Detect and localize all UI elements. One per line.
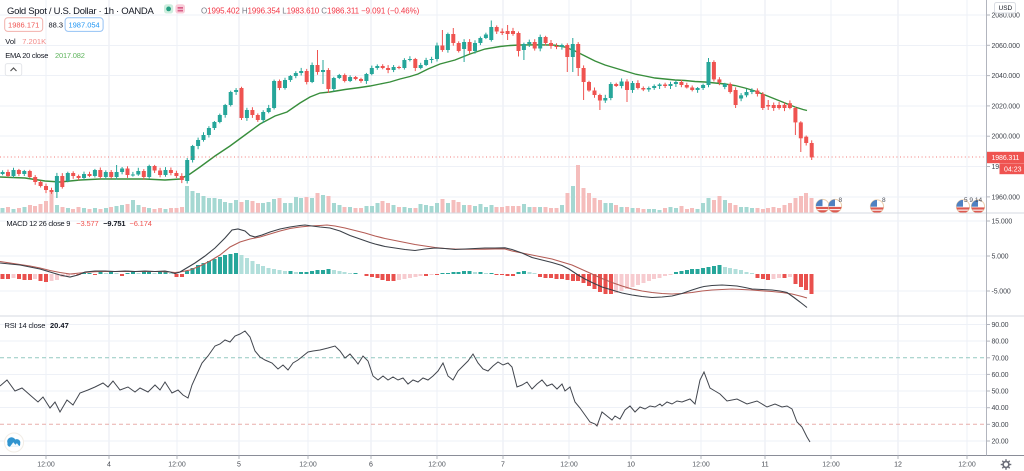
svg-text:7.201K: 7.201K [22, 37, 46, 46]
svg-text:60.00: 60.00 [992, 372, 1009, 379]
svg-text:12:00: 12:00 [958, 461, 976, 468]
svg-text:12: 12 [894, 461, 902, 468]
svg-text:12:00: 12:00 [692, 461, 710, 468]
svg-text:2060.000: 2060.000 [992, 43, 1020, 50]
svg-text:12:00: 12:00 [168, 461, 186, 468]
svg-text:1986.311: 1986.311 [992, 155, 1020, 162]
svg-text:2020.000: 2020.000 [992, 103, 1020, 110]
svg-text:11: 11 [761, 461, 768, 468]
svg-text:04:23: 04:23 [1004, 166, 1022, 173]
svg-text:88.3: 88.3 [49, 20, 64, 29]
svg-text:12:00: 12:00 [560, 461, 578, 468]
svg-text:2080.000: 2080.000 [992, 13, 1020, 20]
svg-text:12:00: 12:00 [428, 461, 446, 468]
svg-text:5.000: 5.000 [992, 254, 1009, 261]
svg-text:20.47: 20.47 [50, 321, 69, 330]
svg-text:2000.000: 2000.000 [992, 134, 1020, 141]
svg-text:MACD 12 26 close 9: MACD 12 26 close 9 [6, 219, 70, 228]
svg-text:−3.577: −3.577 [76, 219, 98, 228]
svg-text:5 9 14: 5 9 14 [964, 197, 982, 204]
svg-text:12:00: 12:00 [37, 461, 55, 468]
svg-text:RSI 14 close: RSI 14 close [5, 321, 46, 330]
svg-text:1986.171: 1986.171 [8, 20, 39, 29]
svg-text:USD: USD [999, 5, 1013, 12]
svg-text:6: 6 [369, 461, 373, 468]
svg-text:90.00: 90.00 [992, 322, 1009, 329]
svg-text:15.000: 15.000 [992, 219, 1013, 226]
svg-text:−6.174: −6.174 [130, 219, 152, 228]
svg-text:−9.751: −9.751 [103, 219, 125, 228]
svg-text:4: 4 [107, 461, 111, 468]
svg-text:5: 5 [237, 461, 241, 468]
svg-text:1987.054: 1987.054 [68, 20, 99, 29]
svg-text:8: 8 [882, 197, 886, 204]
svg-text:80.00: 80.00 [992, 339, 1009, 346]
svg-text:30.00: 30.00 [992, 422, 1009, 429]
svg-text:2040.000: 2040.000 [992, 73, 1020, 80]
svg-text:40.00: 40.00 [992, 405, 1009, 412]
svg-text:70.00: 70.00 [992, 355, 1009, 362]
svg-text:7: 7 [501, 461, 505, 468]
svg-text:Vol: Vol [5, 37, 16, 46]
svg-text:20.00: 20.00 [992, 439, 1009, 446]
svg-text:-5.000: -5.000 [992, 289, 1011, 296]
svg-text:8: 8 [839, 197, 843, 204]
svg-text:1960.000: 1960.000 [992, 194, 1020, 201]
svg-text:50.00: 50.00 [992, 389, 1009, 396]
svg-text:10: 10 [627, 461, 635, 468]
svg-text:12:00: 12:00 [822, 461, 840, 468]
svg-text:2017.082: 2017.082 [55, 51, 85, 60]
svg-text:12:00: 12:00 [299, 461, 317, 468]
svg-text:EMA 20 close: EMA 20 close [5, 51, 48, 60]
svg-text:O1995.402 H1996.354 L1983.610: O1995.402 H1996.354 L1983.610 C1986.311 … [201, 7, 420, 16]
svg-text:Gold Spot / U.S. Dollar · 1h ·: Gold Spot / U.S. Dollar · 1h · OANDA [7, 6, 154, 17]
